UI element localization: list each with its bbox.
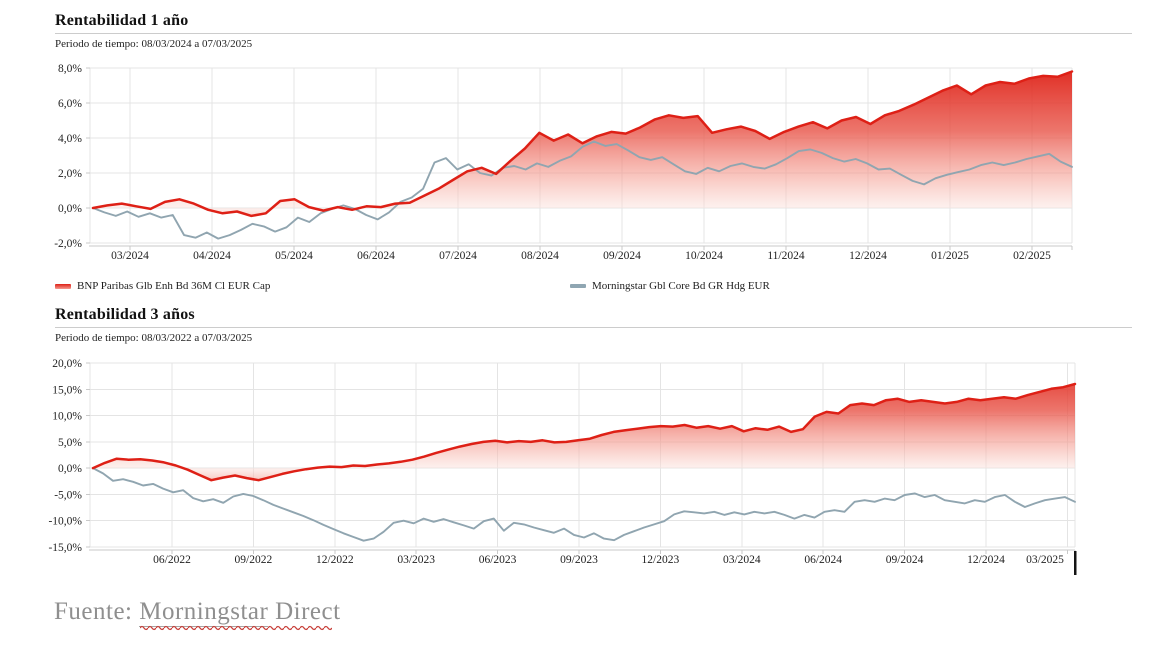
x-tick-label: 12/2023	[642, 554, 680, 566]
benchmark-series-line	[92, 140, 1073, 240]
source-word-direct: Direct	[275, 598, 341, 625]
y-tick-label: 0,0%	[58, 203, 82, 215]
y-tick-label: 6,0%	[58, 98, 82, 110]
chart-1y-title: Rentabilidad 1 año	[55, 12, 189, 29]
chart-3y-period: Periodo de tiempo: 08/03/2022 a 07/03/20…	[55, 332, 253, 344]
source-name: Morningstar Direct	[139, 598, 341, 631]
y-tick-label: 8,0%	[58, 63, 82, 75]
x-tick-label: 09/2023	[560, 554, 598, 566]
y-tick-label: -2,0%	[54, 238, 82, 250]
y-tick-label: 4,0%	[58, 133, 82, 145]
x-tick-label: 09/2024	[886, 554, 924, 566]
text-caret	[1074, 551, 1077, 575]
x-tick-label: 05/2024	[275, 250, 313, 262]
chart-3y-plot: 20,0% 15,0% 10,0% 5,0% 0,0% -5,0% -10,0% -15,0%…	[48, 358, 1077, 575]
x-tick-label: 03/2025	[1026, 554, 1064, 566]
benchmark-series-line	[92, 467, 1076, 542]
bnp-series-swatch	[55, 283, 71, 289]
benchmark-series-swatch	[570, 284, 586, 288]
y-tick-label: -5,0%	[54, 489, 82, 501]
x-tick-label: 04/2024	[193, 250, 231, 262]
x-tick-label: 07/2024	[439, 250, 477, 262]
x-tick-label: 11/2024	[767, 250, 805, 262]
source-prefix: Fuente:	[54, 598, 133, 625]
x-tick-label: 12/2024	[849, 250, 887, 262]
title-divider	[55, 327, 1132, 328]
y-tick-label: -15,0%	[48, 542, 82, 554]
legend: BNP Paribas Glb Enh Bd 36M Cl EUR Cap Mo…	[0, 280, 1152, 296]
chart-3y-title: Rentabilidad 3 años	[55, 306, 195, 323]
chart-1y-plot: 8,0% 6,0% 4,0% 2,0% 0,0% -2,0% 03/2024 04/2024 0…	[54, 63, 1074, 262]
x-tick-label: 03/2024	[111, 250, 149, 262]
x-tick-label: 09/2022	[235, 554, 273, 566]
bnp-series-area	[93, 384, 1075, 481]
x-tick-label: 12/2024	[967, 554, 1005, 566]
x-tick-label: 09/2024	[603, 250, 641, 262]
x-tick-label: 03/2024	[723, 554, 761, 566]
x-tick-label: 12/2022	[316, 554, 354, 566]
y-tick-label: 2,0%	[58, 168, 82, 180]
y-tick-label: 15,0%	[52, 384, 82, 396]
x-tick-label: 08/2024	[521, 250, 559, 262]
legend-item-morningstar: Morningstar Gbl Core Bd GR Hdg EUR	[570, 280, 770, 292]
x-tick-label: 01/2025	[931, 250, 969, 262]
x-tick-label: 06/2024	[357, 250, 395, 262]
x-tick-label: 06/2022	[153, 554, 191, 566]
y-tick-label: -10,0%	[48, 516, 82, 528]
x-tick-label: 06/2024	[804, 554, 842, 566]
bnp-series-line	[91, 382, 1077, 482]
x-tick-label: 10/2024	[685, 250, 723, 262]
legend-item-bnp: BNP Paribas Glb Enh Bd 36M Cl EUR Cap	[55, 280, 270, 292]
x-tick-label: 03/2023	[397, 554, 435, 566]
source-caption: Fuente: Morningstar Direct	[54, 598, 341, 631]
bnp-series-line	[91, 70, 1074, 218]
x-tick-label: 02/2025	[1013, 250, 1051, 262]
y-tick-label: 0,0%	[58, 463, 82, 475]
spellcheck-squiggle	[140, 625, 333, 631]
legend-label-morningstar: Morningstar Gbl Core Bd GR Hdg EUR	[592, 280, 770, 292]
y-tick-label: 20,0%	[52, 358, 82, 370]
chart-1y-period: Periodo de tiempo: 08/03/2024 a 07/03/20…	[55, 38, 253, 50]
title-divider	[55, 33, 1132, 34]
source-word-morningstar: Morningstar	[139, 598, 269, 627]
legend-label-bnp: BNP Paribas Glb Enh Bd 36M Cl EUR Cap	[77, 280, 271, 292]
x-tick-label: 06/2023	[479, 554, 517, 566]
y-tick-label: 5,0%	[58, 437, 82, 449]
y-tick-label: 10,0%	[52, 411, 82, 423]
